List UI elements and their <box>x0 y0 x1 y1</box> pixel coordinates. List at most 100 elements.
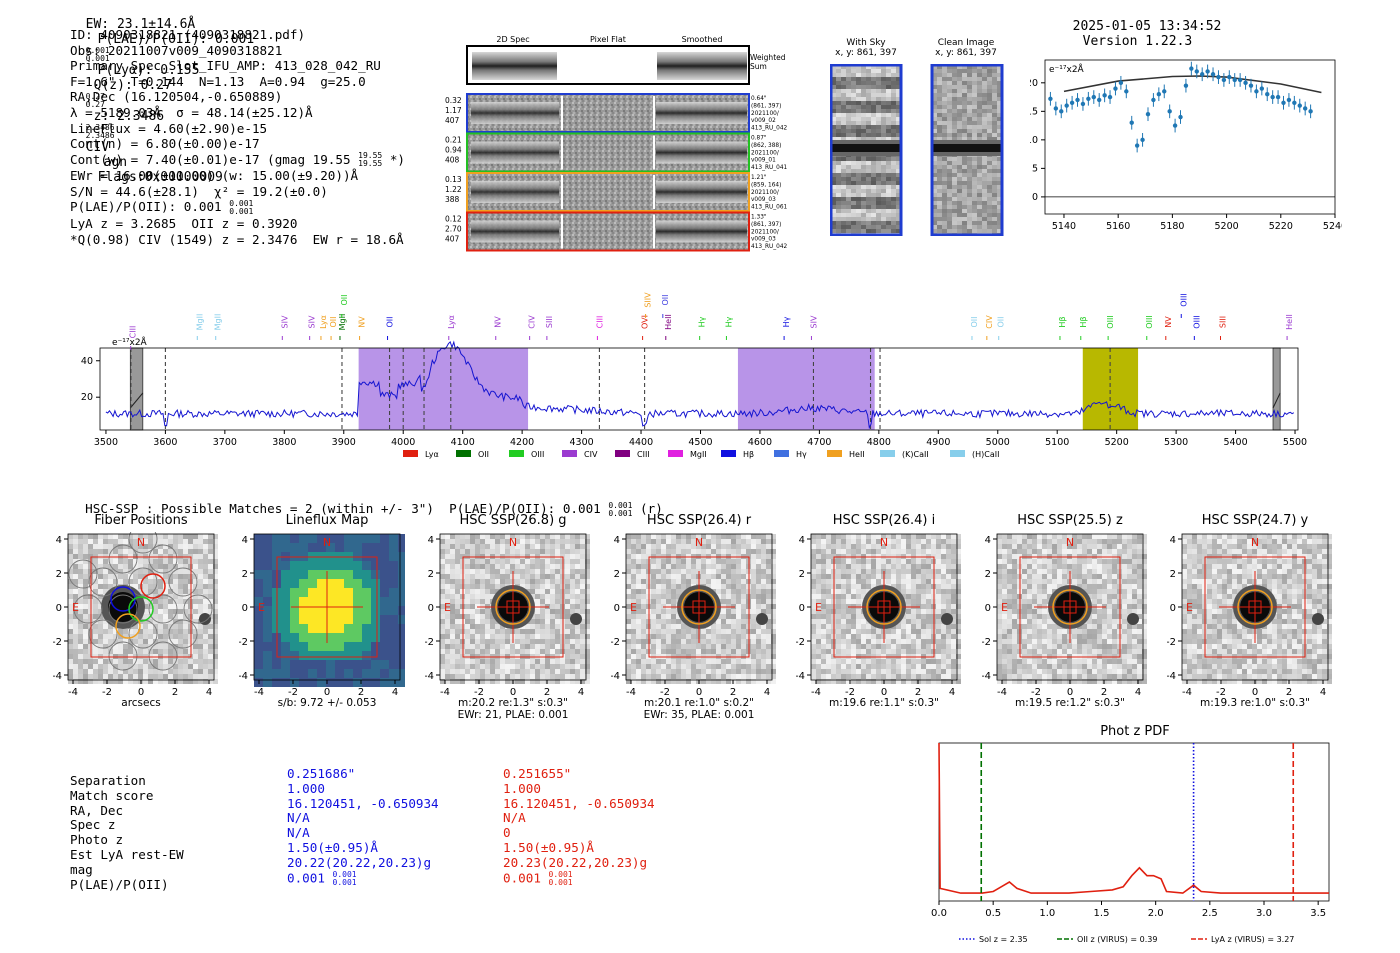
cutout-pixel <box>671 599 676 604</box>
cutout-pixel <box>143 594 148 599</box>
lineflux-pixel <box>362 579 371 588</box>
ccd-pixel <box>871 157 876 161</box>
cutout-pixel <box>565 549 570 554</box>
ccd-pixel <box>972 93 977 97</box>
ccd-pixel <box>967 101 972 105</box>
stamp-sep <box>561 135 563 170</box>
cutout-pixel <box>193 619 198 624</box>
ccd-pixel <box>866 101 871 105</box>
ccd-pixel <box>841 93 846 97</box>
cutout-pixel <box>168 649 173 654</box>
ccd-pixel <box>846 133 851 137</box>
cutout-pixel <box>751 559 756 564</box>
ccd-pixel <box>952 137 957 141</box>
ccd-pixel <box>942 93 947 97</box>
ccd-pixel <box>846 201 851 205</box>
cutout-pixel <box>98 634 103 639</box>
ccd-pixel <box>992 213 997 217</box>
cutout-pixel <box>876 544 881 549</box>
cutout-pixel <box>560 679 565 684</box>
cutout-pixel <box>213 574 218 579</box>
cutout-pixel <box>555 669 560 674</box>
stamp-sep <box>653 214 655 249</box>
cutout-pixel <box>445 674 450 679</box>
lineflux-pixel <box>353 543 362 552</box>
cutout-pixel <box>565 609 570 614</box>
ccd-pixel <box>851 125 856 129</box>
cutout-pixel <box>741 579 746 584</box>
cutout-pixel <box>520 674 525 679</box>
cutout-pixel <box>691 639 696 644</box>
cutout-pixel <box>686 664 691 669</box>
cutout-pixel <box>78 564 83 569</box>
lineflux-pixel <box>308 615 317 624</box>
ccd-pixel <box>836 185 841 189</box>
cutout-pixel <box>956 549 961 554</box>
spectrum-xtick-label: 4600 <box>748 437 772 448</box>
ccd-pixel <box>982 109 987 113</box>
cutout-pixel <box>540 669 545 674</box>
ccd-pixel <box>962 129 967 133</box>
cutout-pixel <box>490 544 495 549</box>
cutout-pixel <box>550 679 555 684</box>
ccd-pixel <box>896 201 901 205</box>
ccd-pixel <box>947 217 952 221</box>
cutout-pixel <box>696 544 701 549</box>
cutout-pixel <box>681 634 686 639</box>
cutout-pixel <box>83 574 88 579</box>
cutout-pixel <box>716 569 721 574</box>
ccd-pixel <box>886 105 891 109</box>
ccd-pixel <box>957 105 962 109</box>
ccd-pixel <box>881 229 886 233</box>
cutout-pixel <box>530 584 535 589</box>
cutout-pixel <box>143 579 148 584</box>
cutout-pixel <box>465 614 470 619</box>
cutout-pixel <box>113 629 118 634</box>
zoom-point <box>1102 93 1107 98</box>
ccd-pixel <box>866 69 871 73</box>
spectrum-flux-line <box>105 340 1295 430</box>
cutout-pixel <box>505 559 510 564</box>
cutout-pixel <box>756 584 761 589</box>
cutout-pixel <box>143 649 148 654</box>
ccd-pixel <box>831 221 836 225</box>
cutout-pixel <box>631 549 636 554</box>
stamp-row-right-label: (859, 164) <box>751 182 781 188</box>
cutout-pixel <box>495 674 500 679</box>
cutout-pixel <box>766 639 771 644</box>
zoom-point <box>1205 69 1210 74</box>
ccd-pixel <box>876 89 881 93</box>
cutout-pixel <box>651 669 656 674</box>
lineflux-pixel <box>263 624 272 633</box>
cutout-pixel <box>83 584 88 589</box>
cutout-pixel <box>153 639 158 644</box>
cutout-pixel <box>585 549 590 554</box>
cutout-pixel <box>485 639 490 644</box>
ccd-pixel <box>891 129 896 133</box>
cutout-pixel <box>198 534 203 539</box>
cutout-pixel <box>686 679 691 684</box>
cutout-pixel <box>495 629 500 634</box>
cutout-pixel <box>163 579 168 584</box>
ccd-pixel <box>932 169 937 173</box>
cutout-pixel <box>555 624 560 629</box>
lineflux-pixel <box>263 606 272 615</box>
north-label: N <box>323 536 331 549</box>
cutout-pixel <box>651 549 656 554</box>
cutout-pixel <box>731 599 736 604</box>
cutout-pixel <box>103 534 108 539</box>
cutout-pixel <box>711 579 716 584</box>
cutout-pixel <box>480 639 485 644</box>
aperture-circle <box>495 589 531 625</box>
cutout-pixel <box>98 679 103 684</box>
zoom-point <box>1172 123 1178 128</box>
lineflux-pixel <box>317 633 326 642</box>
ccd-pixel <box>942 85 947 89</box>
ccd-pixel <box>876 197 881 201</box>
cutout-pixel <box>213 599 218 604</box>
ccd-trace-edge <box>831 152 901 156</box>
ccd-pixel <box>861 85 866 89</box>
cutout-pixel <box>866 534 871 539</box>
ccd-pixel <box>891 169 896 173</box>
cutout-pixel <box>626 579 631 584</box>
